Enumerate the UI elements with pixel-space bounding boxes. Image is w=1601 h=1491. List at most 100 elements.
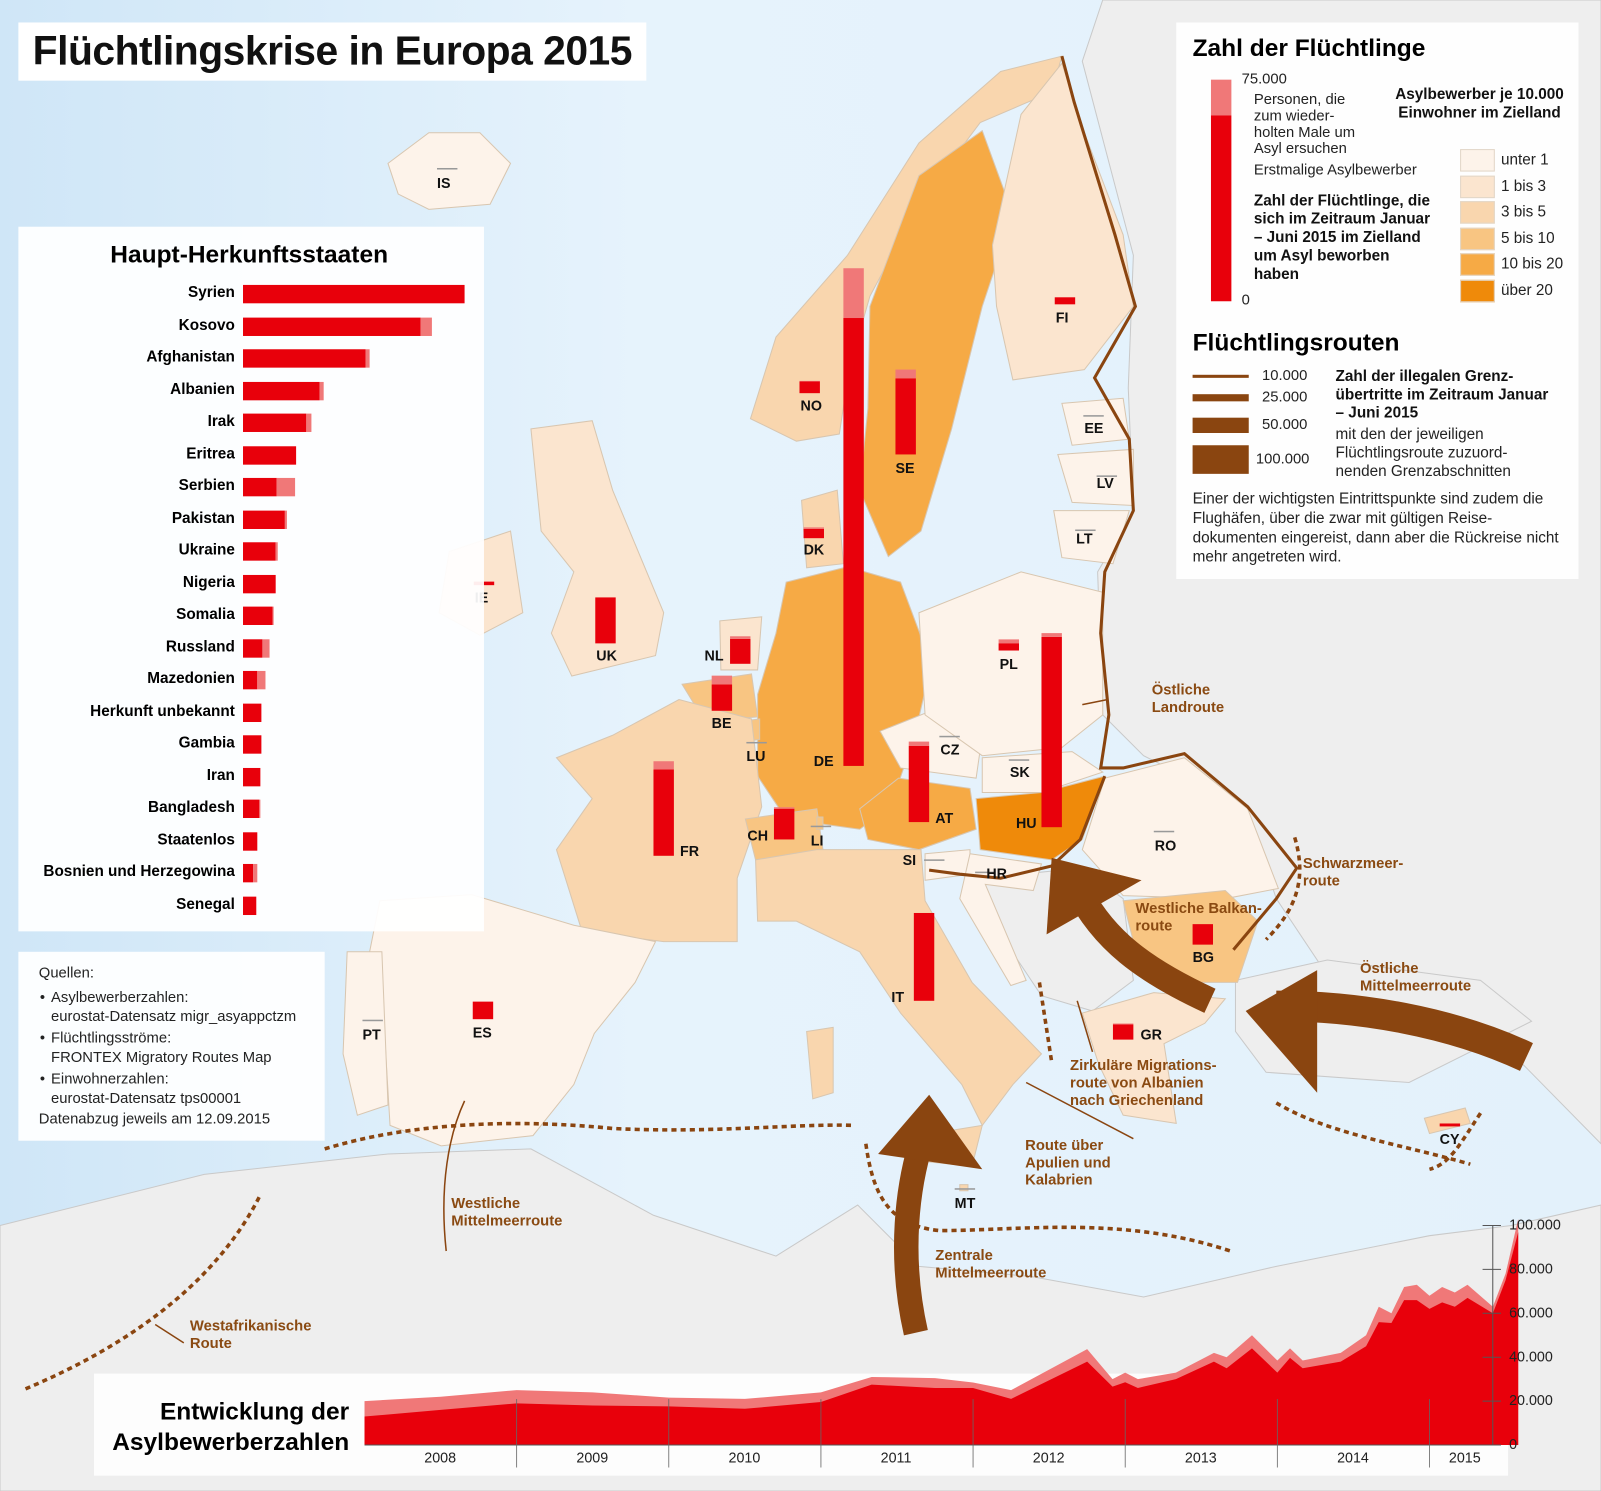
country-lt[interactable] xyxy=(1053,510,1130,565)
origin-bar-first xyxy=(243,735,262,754)
density-label: 1 bis 3 xyxy=(1500,177,1547,195)
country-uk[interactable] xyxy=(530,420,665,677)
origin-label: Staatenlos xyxy=(157,830,235,849)
country-mt[interactable] xyxy=(959,1184,969,1192)
origin-label: Gambia xyxy=(178,734,235,752)
density-swatch xyxy=(1460,201,1495,224)
origin-bar-repeat xyxy=(262,638,270,658)
country-bar-repeat-se xyxy=(895,369,916,379)
origin-bar xyxy=(243,445,296,465)
country-bar-repeat-be xyxy=(711,675,733,685)
west-africa-pointer xyxy=(154,1323,185,1344)
density-label: unter 1 xyxy=(1500,151,1549,169)
country-label-cz: CZ xyxy=(940,741,960,758)
country-bar-repeat-de xyxy=(843,268,864,319)
country-ro[interactable] xyxy=(1081,757,1280,900)
origin-bar-first xyxy=(243,831,258,851)
origin-label: Irak xyxy=(207,412,235,430)
country-bar-si xyxy=(924,859,945,861)
origin-bar-first xyxy=(243,445,296,465)
origin-label: Ukraine xyxy=(178,541,235,559)
density-label: 5 bis 10 xyxy=(1500,229,1555,247)
country-bar-first-at xyxy=(908,745,930,823)
source-item: Flüchtlingsströme: FRONTEX Migratory Rout… xyxy=(39,1029,325,1068)
route-label-west-balkan: Westliche Balkan- route xyxy=(1135,900,1262,935)
country-lv[interactable] xyxy=(1057,448,1134,507)
country-bar-repeat-gr xyxy=(1112,1023,1134,1025)
country-li[interactable] xyxy=(816,816,824,830)
origin-bar xyxy=(243,510,288,529)
routes-description: mit den der jeweiligen Flüchtlingsroute … xyxy=(1335,425,1511,480)
country-bars-layer xyxy=(362,167,1461,1190)
country-fi[interactable] xyxy=(991,62,1134,381)
route-label-apulia: Route über Apulien und Kalabrien xyxy=(1025,1137,1111,1189)
origin-bar-first xyxy=(243,574,277,593)
route-label-east-med: Östliche Mittelmeerroute xyxy=(1360,960,1472,995)
country-bar-is xyxy=(437,167,458,170)
origin-label: Iran xyxy=(206,766,235,784)
origin-row: Nigeria xyxy=(18,573,484,593)
country-label-fi: FI xyxy=(1055,309,1069,326)
black-sea-dotted-route xyxy=(1264,836,1302,941)
origin-bar xyxy=(243,477,296,497)
origin-bar-first xyxy=(243,606,273,625)
source-value: eurostat-Datensatz tps00001 xyxy=(51,1090,242,1108)
density-swatch xyxy=(1460,279,1495,302)
density-legend-heading: Asylbewerber je 10.000 Einwohner im Ziel… xyxy=(1395,85,1564,122)
origin-bar-first xyxy=(243,317,421,336)
country-cy[interactable] xyxy=(1423,1107,1471,1135)
origin-bar-first xyxy=(243,542,277,561)
origin-row: Eritrea xyxy=(18,445,484,465)
country-bar-first-ch xyxy=(773,808,795,840)
country-pt[interactable] xyxy=(342,951,389,1116)
origin-bar xyxy=(243,670,266,690)
y-tick-label: 60.000 xyxy=(1509,1304,1553,1321)
country-no[interactable] xyxy=(749,55,1063,442)
east-land-pointer xyxy=(1082,698,1108,706)
route-label-circular: Zirkuläre Migrations- route von Albanien… xyxy=(1070,1057,1217,1110)
x-tick-label: 2009 xyxy=(576,1449,609,1466)
country-it[interactable] xyxy=(806,1026,834,1100)
legend-max-label: 75.000 xyxy=(1241,71,1287,88)
origin-bar-first xyxy=(243,638,263,658)
legend-refugees-description: Zahl der Flüchtlinge, die sich im Zeitra… xyxy=(1253,191,1431,283)
country-bar-first-hu xyxy=(1041,636,1062,828)
origin-row: Serbien xyxy=(18,477,484,497)
country-bar-mt xyxy=(954,1188,976,1190)
country-bar-repeat-at xyxy=(908,741,930,746)
route-label-west-med: Westliche Mittelmeerroute xyxy=(451,1195,563,1230)
country-bar-sk xyxy=(1008,759,1030,761)
hungary-border-route xyxy=(928,775,1107,880)
origin-row: Mazedonien xyxy=(18,670,484,690)
route-width-label: 25.000 xyxy=(1262,389,1308,406)
origin-bar xyxy=(243,896,257,915)
origin-row: Albanien xyxy=(18,380,484,400)
country-label-gr: GR xyxy=(1140,1026,1162,1043)
country-bar-ee xyxy=(1083,415,1104,417)
country-bar-first-pl xyxy=(998,643,1020,651)
country-label-es: ES xyxy=(472,1024,492,1041)
country-is[interactable] xyxy=(387,132,512,210)
country-label-uk: UK xyxy=(596,647,617,664)
origin-bar-repeat xyxy=(257,670,266,690)
country-bar-first-fi xyxy=(1054,297,1076,305)
country-bar-first-cy xyxy=(1439,1123,1461,1127)
x-tick-label: 2014 xyxy=(1337,1449,1369,1466)
country-label-de: DE xyxy=(813,752,834,769)
apulia-dotted-route xyxy=(1037,982,1054,1063)
x-tick-label: 2015 xyxy=(1448,1449,1481,1466)
legend-min-label: 0 xyxy=(1241,292,1250,309)
country-se[interactable] xyxy=(859,129,1014,558)
origin-bar xyxy=(243,574,277,593)
country-label-no: NO xyxy=(800,397,822,414)
origin-bar xyxy=(243,703,262,722)
origin-row: Ukraine xyxy=(18,541,484,561)
routes-description-bold: Zahl der illegalen Grenz- übertritte im … xyxy=(1335,367,1549,422)
origin-bar xyxy=(243,413,312,432)
country-it[interactable] xyxy=(755,849,1043,1127)
route-width-swatch xyxy=(1192,445,1249,474)
country-label-it: IT xyxy=(891,988,905,1005)
density-label: 3 bis 5 xyxy=(1500,203,1547,221)
origin-bar-repeat xyxy=(285,510,288,529)
